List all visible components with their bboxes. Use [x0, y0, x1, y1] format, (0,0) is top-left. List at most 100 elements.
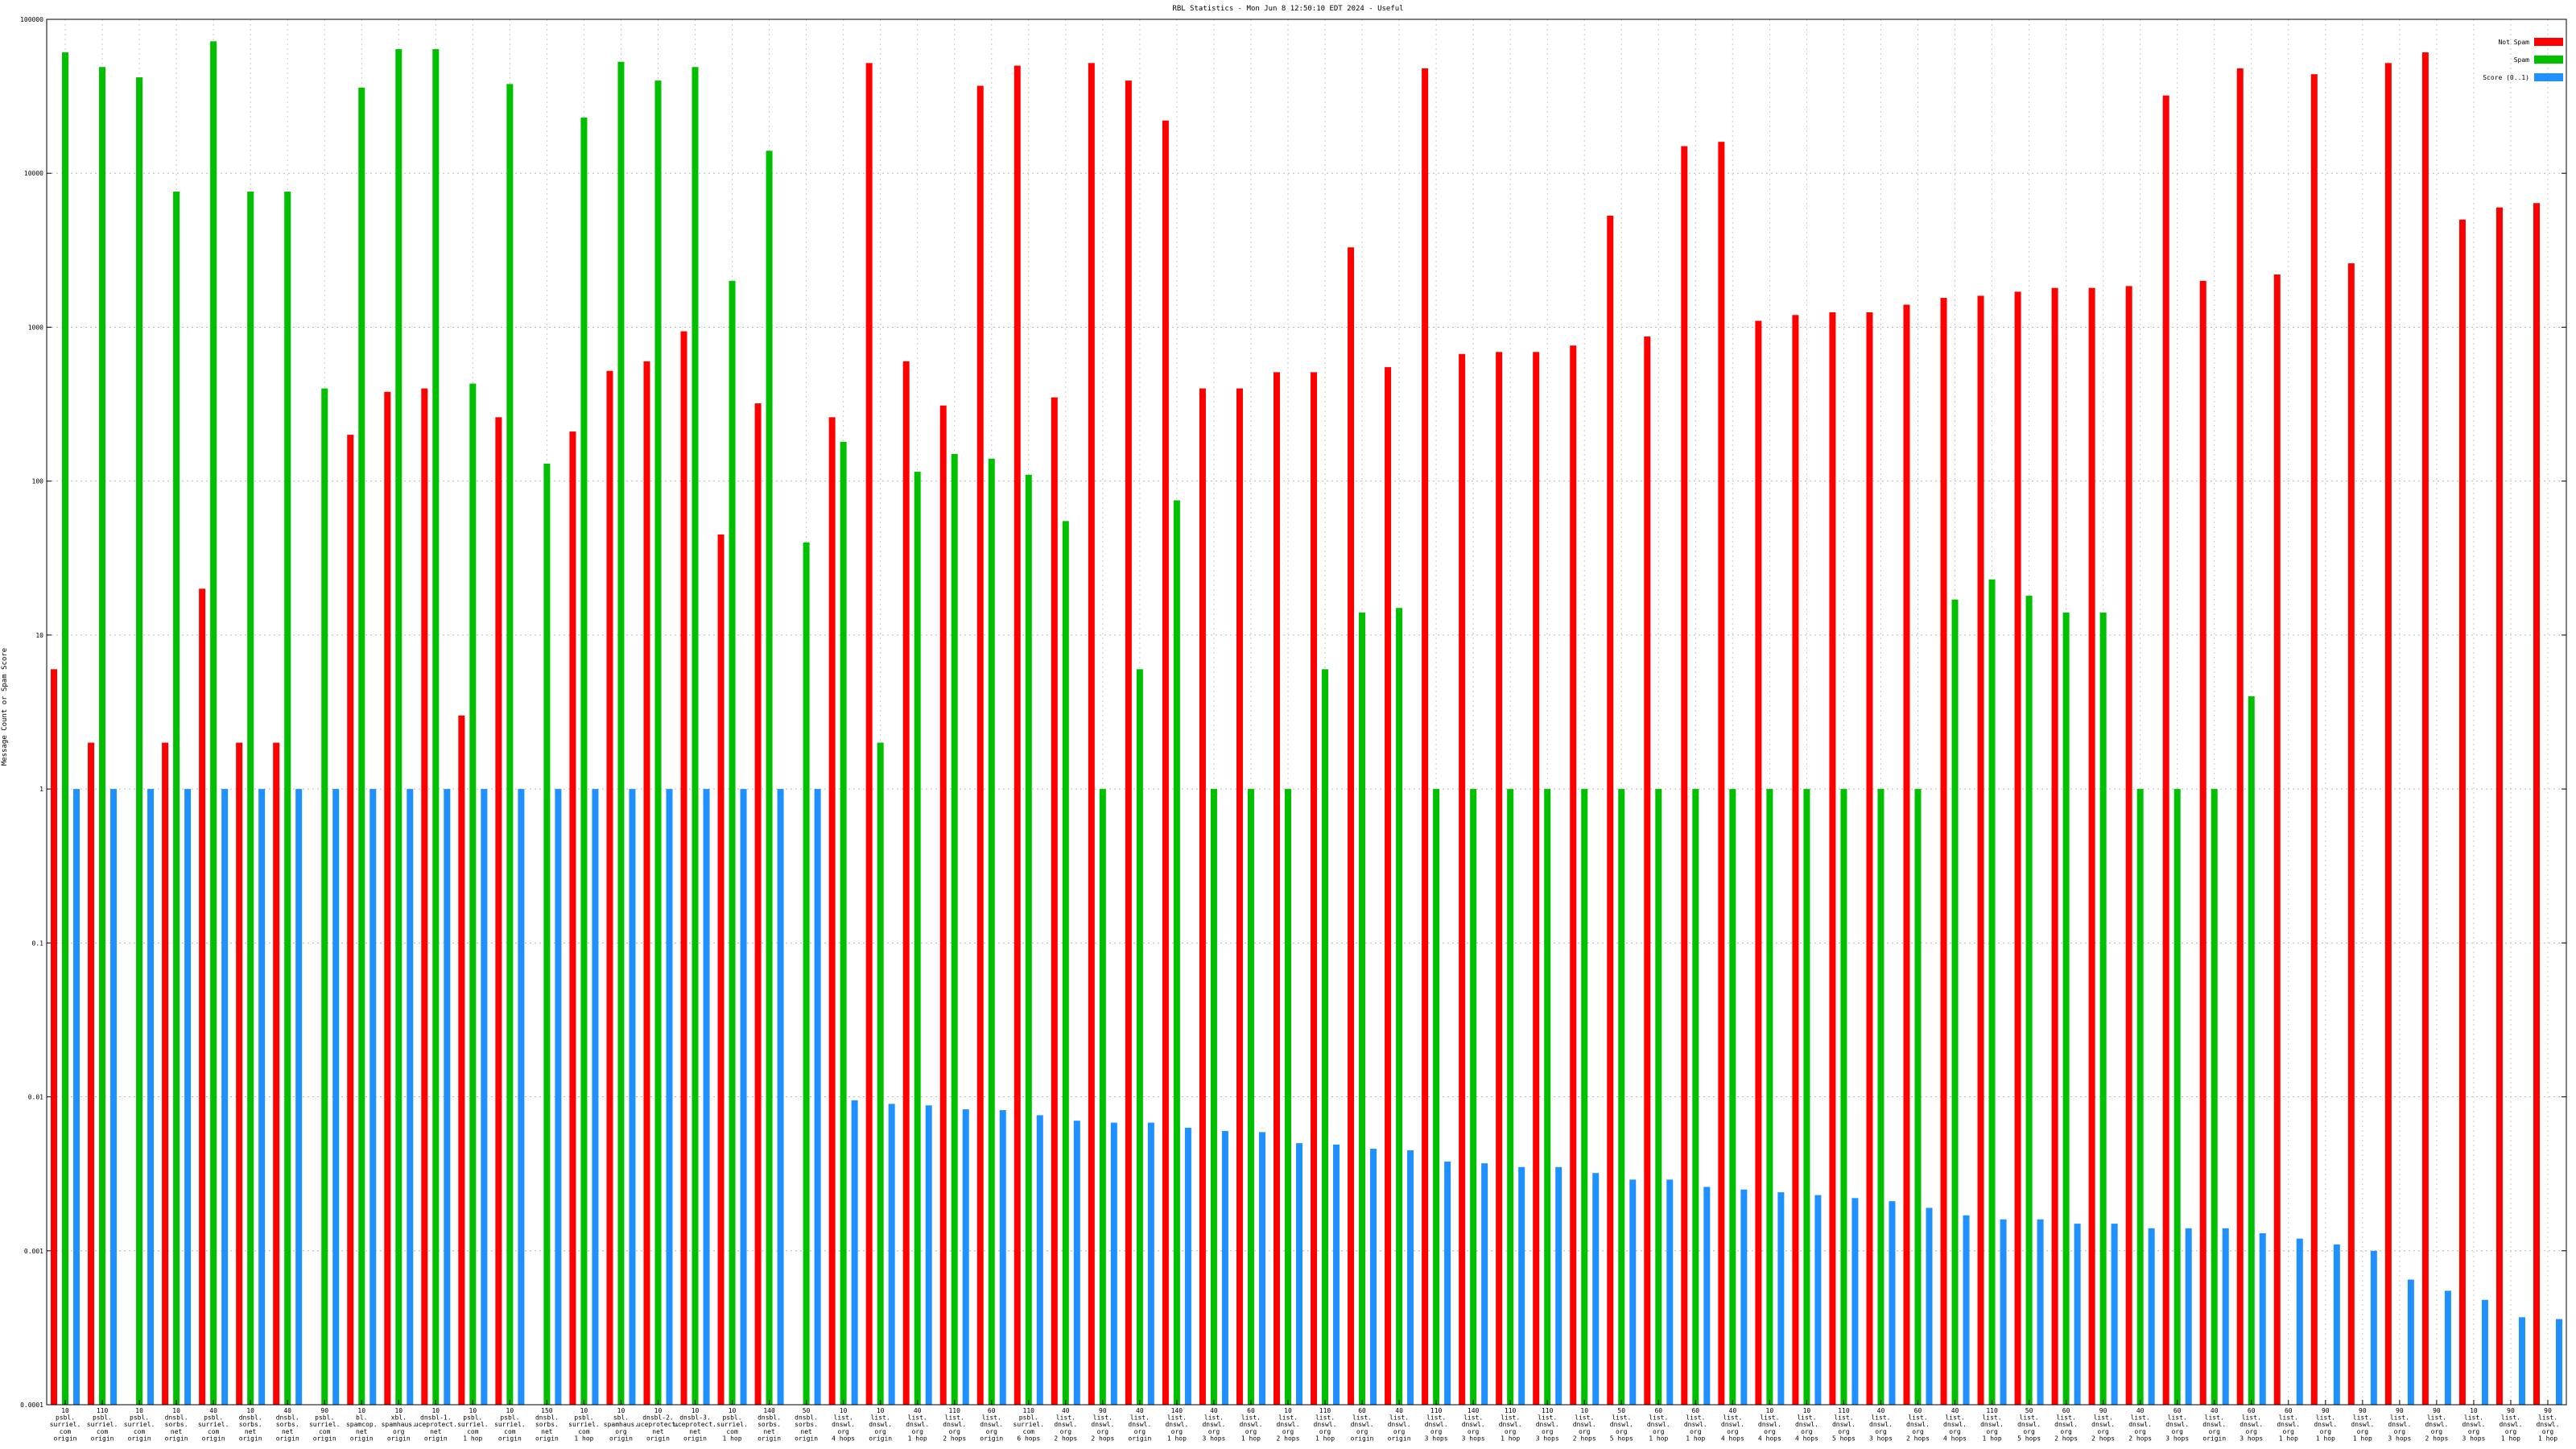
x-tick-label: 40 — [2211, 1407, 2219, 1414]
x-tick-label: sorbs. — [276, 1421, 299, 1428]
bar-score-0-1 — [962, 1109, 969, 1405]
legend-swatch — [2534, 56, 2563, 64]
bar-not-spam — [1236, 388, 1243, 1405]
bar-not-spam — [1311, 372, 1318, 1405]
x-tick-label: dnswl. — [1388, 1421, 1411, 1428]
bar-not-spam — [1755, 320, 1762, 1405]
x-tick-label: dnswl. — [1536, 1421, 1559, 1428]
x-tick-label: list. — [2390, 1414, 2409, 1422]
x-tick-label: 40 — [2136, 1407, 2145, 1414]
bar-not-spam — [1199, 388, 1206, 1405]
bar-spam — [1655, 789, 1662, 1405]
x-tick-label: 1 hop — [1686, 1435, 1705, 1442]
x-tick-label: 10 — [2470, 1407, 2478, 1414]
x-tick-label: dnswl. — [2240, 1421, 2263, 1428]
x-tick-label: 10 — [135, 1407, 143, 1414]
bar-spam — [469, 383, 477, 1405]
x-tick-label: list. — [1315, 1414, 1335, 1422]
x-tick-label: net — [763, 1428, 775, 1435]
bar-spam — [432, 49, 440, 1405]
x-tick-label: 90 — [320, 1407, 328, 1414]
x-tick-label: dnsbl-2. — [642, 1414, 674, 1422]
x-tick-label: org — [2023, 1428, 2035, 1435]
bar-spam — [951, 453, 958, 1405]
x-tick-label: psbl. — [574, 1414, 593, 1422]
x-tick-label: org — [837, 1428, 849, 1435]
x-tick-label: dnswl. — [2388, 1421, 2411, 1428]
bar-not-spam — [1051, 397, 1058, 1405]
x-tick-label: surriel. — [87, 1421, 118, 1428]
bar-score-0-1 — [1407, 1150, 1414, 1405]
bar-not-spam — [754, 403, 762, 1405]
chart-title: RBL Statistics - Mon Jun 8 12:50:10 EDT … — [1172, 5, 1403, 13]
legend-label: Not Spam — [2498, 39, 2529, 46]
x-tick-label: 110 — [1505, 1407, 1517, 1414]
bar-score-0-1 — [2148, 1228, 2155, 1405]
x-tick-label: 40 — [1395, 1407, 1403, 1414]
bar-score-0-1 — [1852, 1198, 1859, 1405]
x-tick-label: com — [319, 1428, 331, 1435]
x-tick-label: dnsbl. — [276, 1414, 299, 1422]
bar-score-0-1 — [1555, 1166, 1563, 1405]
x-tick-label: 2 hops — [943, 1435, 966, 1442]
x-tick-label: com — [467, 1428, 479, 1435]
bar-spam — [1803, 789, 1810, 1405]
bar-spam — [395, 49, 402, 1405]
x-tick-label: list. — [2242, 1414, 2261, 1422]
x-tick-label: dnswl. — [1425, 1421, 1448, 1428]
x-tick-label: xbl. — [391, 1414, 407, 1422]
bar-not-spam — [643, 361, 650, 1406]
bar-not-spam — [1496, 352, 1503, 1406]
x-tick-label: dnsbl. — [165, 1414, 188, 1422]
bar-not-spam — [1385, 367, 1392, 1405]
bar-spam — [617, 61, 625, 1405]
bar-not-spam — [1903, 304, 1910, 1406]
bar-not-spam — [2347, 263, 2355, 1406]
bar-not-spam — [865, 63, 873, 1405]
x-tick-label: 10 — [431, 1407, 440, 1414]
x-tick-label: 60 — [988, 1407, 996, 1414]
bar-score-0-1 — [444, 789, 451, 1405]
x-tick-label: 1 hop — [1167, 1435, 1187, 1442]
bar-spam — [1877, 789, 1885, 1405]
bar-score-0-1 — [1073, 1121, 1080, 1405]
bar-not-spam — [2125, 286, 2132, 1406]
x-tick-label: 10 — [580, 1407, 588, 1414]
x-tick-label: 10 — [654, 1407, 663, 1414]
x-tick-label: 1 hop — [1315, 1435, 1335, 1442]
x-tick-label: 110 — [948, 1407, 960, 1414]
bar-spam — [1951, 599, 1959, 1405]
x-tick-label: 110 — [1542, 1407, 1554, 1414]
x-tick-label: 60 — [1914, 1407, 1922, 1414]
x-tick-label: 50 — [803, 1407, 811, 1414]
x-tick-label: 2 hops — [2091, 1435, 2115, 1442]
x-tick-label: 90 — [2544, 1407, 2552, 1414]
bar-not-spam — [569, 431, 576, 1405]
x-tick-label: surriel. — [50, 1421, 81, 1428]
bar-not-spam — [2533, 203, 2540, 1405]
bar-spam — [1210, 789, 1217, 1405]
x-tick-label: 140 — [1171, 1407, 1183, 1414]
x-tick-label: 40 — [1062, 1407, 1070, 1414]
x-tick-label: list. — [2427, 1414, 2446, 1422]
x-tick-label: com — [578, 1428, 590, 1435]
x-tick-label: com — [134, 1428, 146, 1435]
x-tick-label: psbl. — [130, 1414, 149, 1422]
bar-not-spam — [902, 361, 910, 1406]
x-tick-label: org — [2208, 1428, 2220, 1435]
bar-spam — [1988, 579, 1996, 1405]
x-tick-label: surriel. — [568, 1421, 600, 1428]
x-tick-label: 2 hops — [2425, 1435, 2448, 1442]
x-tick-label: 10 — [1284, 1407, 1292, 1414]
x-tick-label: org — [1542, 1428, 1554, 1435]
x-tick-label: dnswl. — [1758, 1421, 1781, 1428]
x-tick-label: psbl. — [463, 1414, 482, 1422]
bar-spam — [1581, 789, 1588, 1405]
bar-score-0-1 — [2370, 1250, 2377, 1405]
x-tick-label: dnsbl-3. — [679, 1414, 711, 1422]
x-tick-label: list. — [1538, 1414, 1557, 1422]
x-tick-label: 60 — [1654, 1407, 1662, 1414]
x-tick-label: list. — [1241, 1414, 1261, 1422]
bar-spam — [1136, 669, 1143, 1405]
x-tick-label: 40 — [1951, 1407, 1959, 1414]
